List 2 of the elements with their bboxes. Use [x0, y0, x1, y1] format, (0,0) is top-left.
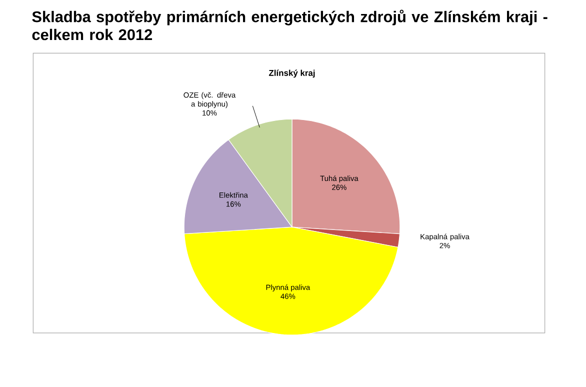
chart-title: Skladba spotřeby primárních energetických zdrojů ve Zlínském kraji - celkem rok 2012 — [32, 10, 548, 40]
chart-subtitle: Zlínský kraj — [268, 70, 315, 78]
